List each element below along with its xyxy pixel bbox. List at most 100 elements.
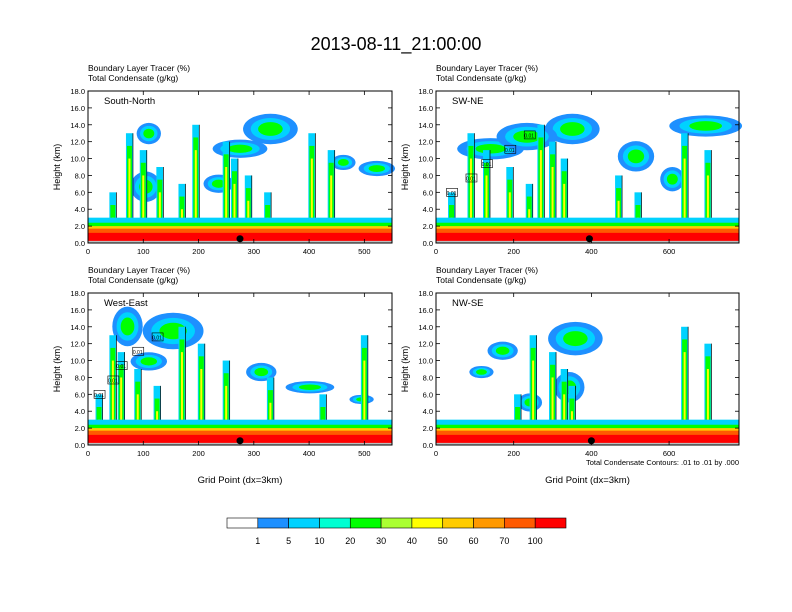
cloud-blob-core	[563, 331, 588, 347]
y-tick-label: 8.0	[75, 373, 85, 382]
y-tick-label: 12.0	[418, 340, 433, 349]
y-axis-label: Height (km)	[52, 346, 62, 393]
panel-title: NW-SE	[452, 298, 484, 309]
convective-tower-max	[469, 158, 472, 235]
cloud-blob-core	[143, 128, 155, 139]
x-tick-label: 200	[507, 449, 520, 458]
colorbar-label: 30	[376, 536, 386, 546]
contour-label-value: 0.01	[108, 378, 118, 384]
panels: Boundary Layer Tracer (%)Total Condensat…	[52, 63, 743, 486]
colorbar-swatch	[473, 517, 505, 529]
panel-south-north: Boundary Layer Tracer (%)Total Condensat…	[52, 63, 396, 256]
convective-tower-max	[485, 175, 488, 235]
panel-sw-ne: Boundary Layer Tracer (%)Total Condensat…	[400, 63, 743, 256]
convective-tower-max	[142, 175, 145, 235]
location-marker	[587, 437, 595, 445]
y-tick-label: 10.0	[418, 357, 433, 366]
contour-label-box	[446, 188, 458, 197]
contour-label: Total Condensate (g/kg)	[88, 73, 178, 83]
contour-label: Total Condensate (g/kg)	[436, 73, 526, 83]
contour-label-value: 0.01	[524, 133, 534, 139]
contour-label-value: 0.01	[505, 148, 515, 154]
y-tick-label: 6.0	[423, 188, 433, 197]
x-tick-label: 600	[663, 449, 676, 458]
contour-label-box	[115, 361, 128, 370]
y-tick-label: 0.0	[75, 239, 85, 248]
location-marker	[236, 235, 244, 243]
figure-title: 2013-08-11_21:00:00	[311, 34, 482, 55]
contour-label-box	[481, 159, 493, 168]
contour-label-value: 0.01	[116, 364, 126, 370]
x-tick-label: 200	[192, 247, 205, 256]
x-tick-label: 200	[192, 449, 205, 458]
colorbar-label: 50	[438, 536, 448, 546]
contour-label-value: 0.01	[482, 162, 492, 168]
panel-title: South-North	[104, 96, 155, 107]
cloud-blob-core	[495, 346, 510, 355]
y-tick-label: 2.0	[423, 222, 433, 231]
y-tick-label: 8.0	[75, 171, 85, 180]
colorbar-swatch	[411, 517, 444, 529]
y-tick-label: 14.0	[70, 121, 85, 130]
cloud-blob-core	[689, 121, 723, 131]
y-tick-label: 6.0	[423, 390, 433, 399]
colorbar-label: 10	[314, 536, 324, 546]
location-marker	[236, 437, 244, 445]
y-tick-label: 4.0	[75, 205, 85, 214]
contour-label-box	[107, 375, 120, 385]
x-tick-label: 400	[585, 449, 598, 458]
y-tick-label: 18.0	[70, 289, 85, 298]
x-tick-label: 400	[303, 449, 316, 458]
y-tick-label: 16.0	[70, 306, 85, 315]
contour-label-box	[132, 346, 145, 356]
colorbar-swatch	[442, 517, 474, 529]
contour-label-box	[504, 144, 517, 154]
convective-tower-max	[683, 352, 686, 437]
convective-tower-max	[551, 167, 554, 235]
x-tick-label: 600	[663, 247, 676, 256]
cloud-blob-core	[475, 369, 487, 375]
y-axis-label: Height (km)	[400, 346, 410, 393]
y-tick-label: 4.0	[423, 205, 433, 214]
terrain	[436, 442, 739, 445]
y-tick-label: 8.0	[423, 171, 433, 180]
colorbar-label: 60	[469, 536, 479, 546]
cloud-blob-core	[120, 317, 135, 336]
y-tick-label: 12.0	[418, 138, 433, 147]
y-tick-label: 14.0	[70, 323, 85, 332]
convective-tower-max	[111, 360, 114, 437]
y-axis-label: Height (km)	[400, 144, 410, 191]
colorbar-swatch	[534, 517, 567, 529]
convective-tower-max	[128, 158, 131, 235]
convective-tower-max	[330, 175, 333, 235]
convective-tower-max	[539, 150, 542, 235]
y-tick-label: 14.0	[418, 121, 433, 130]
terrain	[436, 240, 739, 243]
colorbar: 1 5 10 20 30 40 50 60 70 100	[226, 517, 567, 546]
y-tick-label: 14.0	[418, 323, 433, 332]
colorbar-label: 1	[255, 536, 260, 546]
colorbar-swatch	[319, 517, 351, 529]
y-tick-label: 2.0	[75, 424, 85, 433]
cloud-blob-core	[258, 122, 283, 136]
y-tick-label: 0.0	[423, 441, 433, 450]
contour-label-value: 0.01	[152, 335, 162, 341]
convective-tower-max	[136, 394, 139, 437]
convective-tower-max	[508, 192, 511, 235]
location-marker	[585, 235, 593, 243]
panel-title: SW-NE	[452, 96, 484, 107]
cloud-blob-core	[475, 143, 506, 154]
y-tick-label: 10.0	[418, 155, 433, 164]
contour-note: Total Condensate Contours: .01 to .01 by…	[586, 458, 739, 467]
x-tick-label: 500	[358, 449, 371, 458]
cloud-blob-core	[513, 130, 541, 143]
convective-tower-max	[200, 369, 203, 437]
convective-tower-max	[158, 192, 161, 235]
convective-tower-max	[225, 167, 228, 235]
contour-label-box	[465, 173, 478, 183]
y-tick-label: 16.0	[418, 306, 433, 315]
field-label: Boundary Layer Tracer (%)	[88, 63, 190, 73]
y-tick-label: 6.0	[75, 188, 85, 197]
y-tick-label: 0.0	[423, 239, 433, 248]
